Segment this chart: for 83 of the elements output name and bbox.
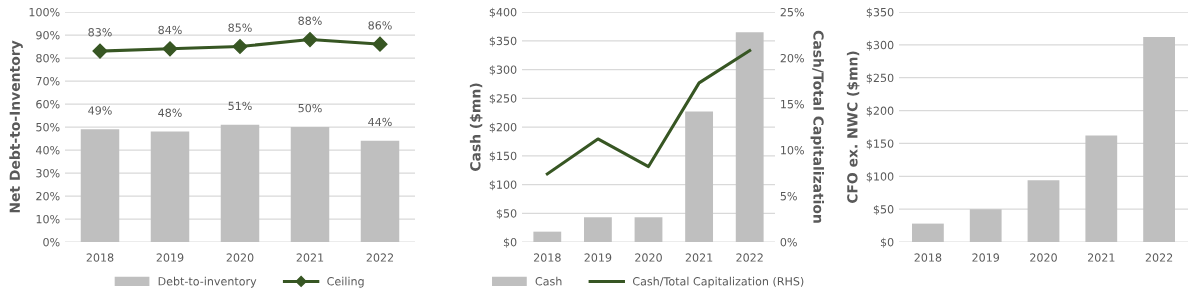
- y-tick-label: $400: [489, 7, 517, 18]
- y-tick-label: $100: [489, 180, 517, 191]
- data-label: 83%: [88, 28, 112, 37]
- y-tick-label: 0%: [43, 237, 60, 247]
- y-tick-label: $100: [866, 172, 894, 183]
- data-label: 88%: [298, 16, 322, 25]
- y-tick-label: $350: [866, 7, 894, 18]
- x-tick-label: 2020: [1030, 253, 1057, 262]
- data-label: 51%: [228, 101, 252, 111]
- x-tick-label: 2021: [1087, 253, 1115, 262]
- bar: [912, 223, 944, 242]
- data-label: 86%: [368, 21, 392, 30]
- y2-tick-label: 15%: [781, 99, 804, 109]
- x-tick-label: 2019: [156, 253, 184, 262]
- bar: [1027, 180, 1060, 242]
- y2-tick-label: 20%: [780, 53, 804, 63]
- data-label: 44%: [368, 117, 392, 127]
- x-tick-label: 2021: [685, 253, 713, 262]
- x-tick-label: 2022: [1145, 253, 1173, 262]
- y-tick-label: $50: [496, 209, 517, 220]
- y-tick-label: $350: [489, 36, 517, 47]
- y-tick-label: 90%: [36, 30, 60, 40]
- y-tick-label: 40%: [35, 145, 60, 155]
- data-label: 84%: [158, 25, 182, 35]
- y-tick-label: 10%: [36, 214, 60, 224]
- bar: [290, 127, 330, 242]
- data-label: 49%: [88, 106, 112, 115]
- y-tick-label: $200: [866, 106, 894, 117]
- y2-tick-label: 5%: [780, 191, 797, 201]
- y2-axis-title: Cash/Total Capitalization: [810, 30, 824, 223]
- legend-label: Cash: [535, 276, 562, 286]
- y-tick-label: $200: [489, 122, 517, 133]
- x-tick-label: 2019: [972, 253, 1000, 262]
- bar: [969, 209, 1002, 242]
- y-tick-label: 70%: [36, 76, 60, 86]
- x-tick-label: 2018: [914, 253, 942, 262]
- y-tick-label: 30%: [36, 168, 60, 178]
- legend-label: Debt-to-inventory: [158, 276, 257, 288]
- y2-tick-label: 10%: [781, 145, 804, 155]
- y-tick-label: $50: [873, 204, 894, 215]
- y-axis-title: CFO ex. NWC ($mn): [846, 51, 860, 204]
- bar: [1143, 36, 1175, 242]
- bar: [735, 32, 764, 242]
- y-tick-label: 60%: [36, 99, 60, 109]
- bar: [360, 140, 400, 242]
- x-tick-label: 2020: [226, 253, 254, 262]
- line-series: [545, 49, 752, 176]
- y-axis-title: Cash ($mn): [469, 83, 483, 171]
- bar: [1085, 135, 1118, 242]
- bar: [150, 131, 190, 242]
- y-tick-label: 50%: [36, 122, 60, 132]
- bar: [533, 231, 562, 242]
- x-tick-label: 2021: [296, 253, 324, 262]
- y2-tick-label: 25%: [780, 7, 804, 17]
- x-tick-label: 2019: [584, 253, 612, 262]
- x-tick-label: 2018: [86, 253, 114, 262]
- bar: [583, 217, 612, 242]
- y-tick-label: $300: [489, 65, 517, 76]
- data-label: 50%: [298, 103, 322, 113]
- y-tick-label: $0: [880, 237, 894, 248]
- data-label: 85%: [228, 23, 252, 32]
- legend-label: Cash/Total Capitalization (RHS): [632, 276, 804, 288]
- x-tick-label: 2018: [533, 253, 561, 262]
- y-tick-label: 100%: [29, 7, 60, 17]
- y-tick-label: $150: [866, 139, 894, 150]
- y-tick-label: 80%: [36, 53, 60, 63]
- y-tick-label: $300: [866, 40, 894, 51]
- y2-tick-label: 0%: [780, 237, 797, 247]
- bar: [80, 129, 120, 242]
- bar: [634, 217, 663, 242]
- bar: [220, 124, 260, 242]
- y-tick-label: $0: [503, 237, 517, 248]
- x-tick-label: 2022: [736, 253, 763, 262]
- x-tick-label: 2020: [635, 253, 662, 262]
- x-tick-label: 2022: [366, 253, 394, 262]
- data-label: 48%: [158, 108, 182, 117]
- y-tick-label: $250: [489, 94, 517, 105]
- y-tick-label: $150: [489, 151, 517, 162]
- y-tick-label: 20%: [36, 191, 60, 201]
- legend-label: Ceiling: [327, 276, 364, 288]
- y-axis-title: Net Debt-to-Inventory: [9, 40, 23, 213]
- bar: [685, 111, 714, 242]
- y-tick-label: $250: [866, 73, 894, 84]
